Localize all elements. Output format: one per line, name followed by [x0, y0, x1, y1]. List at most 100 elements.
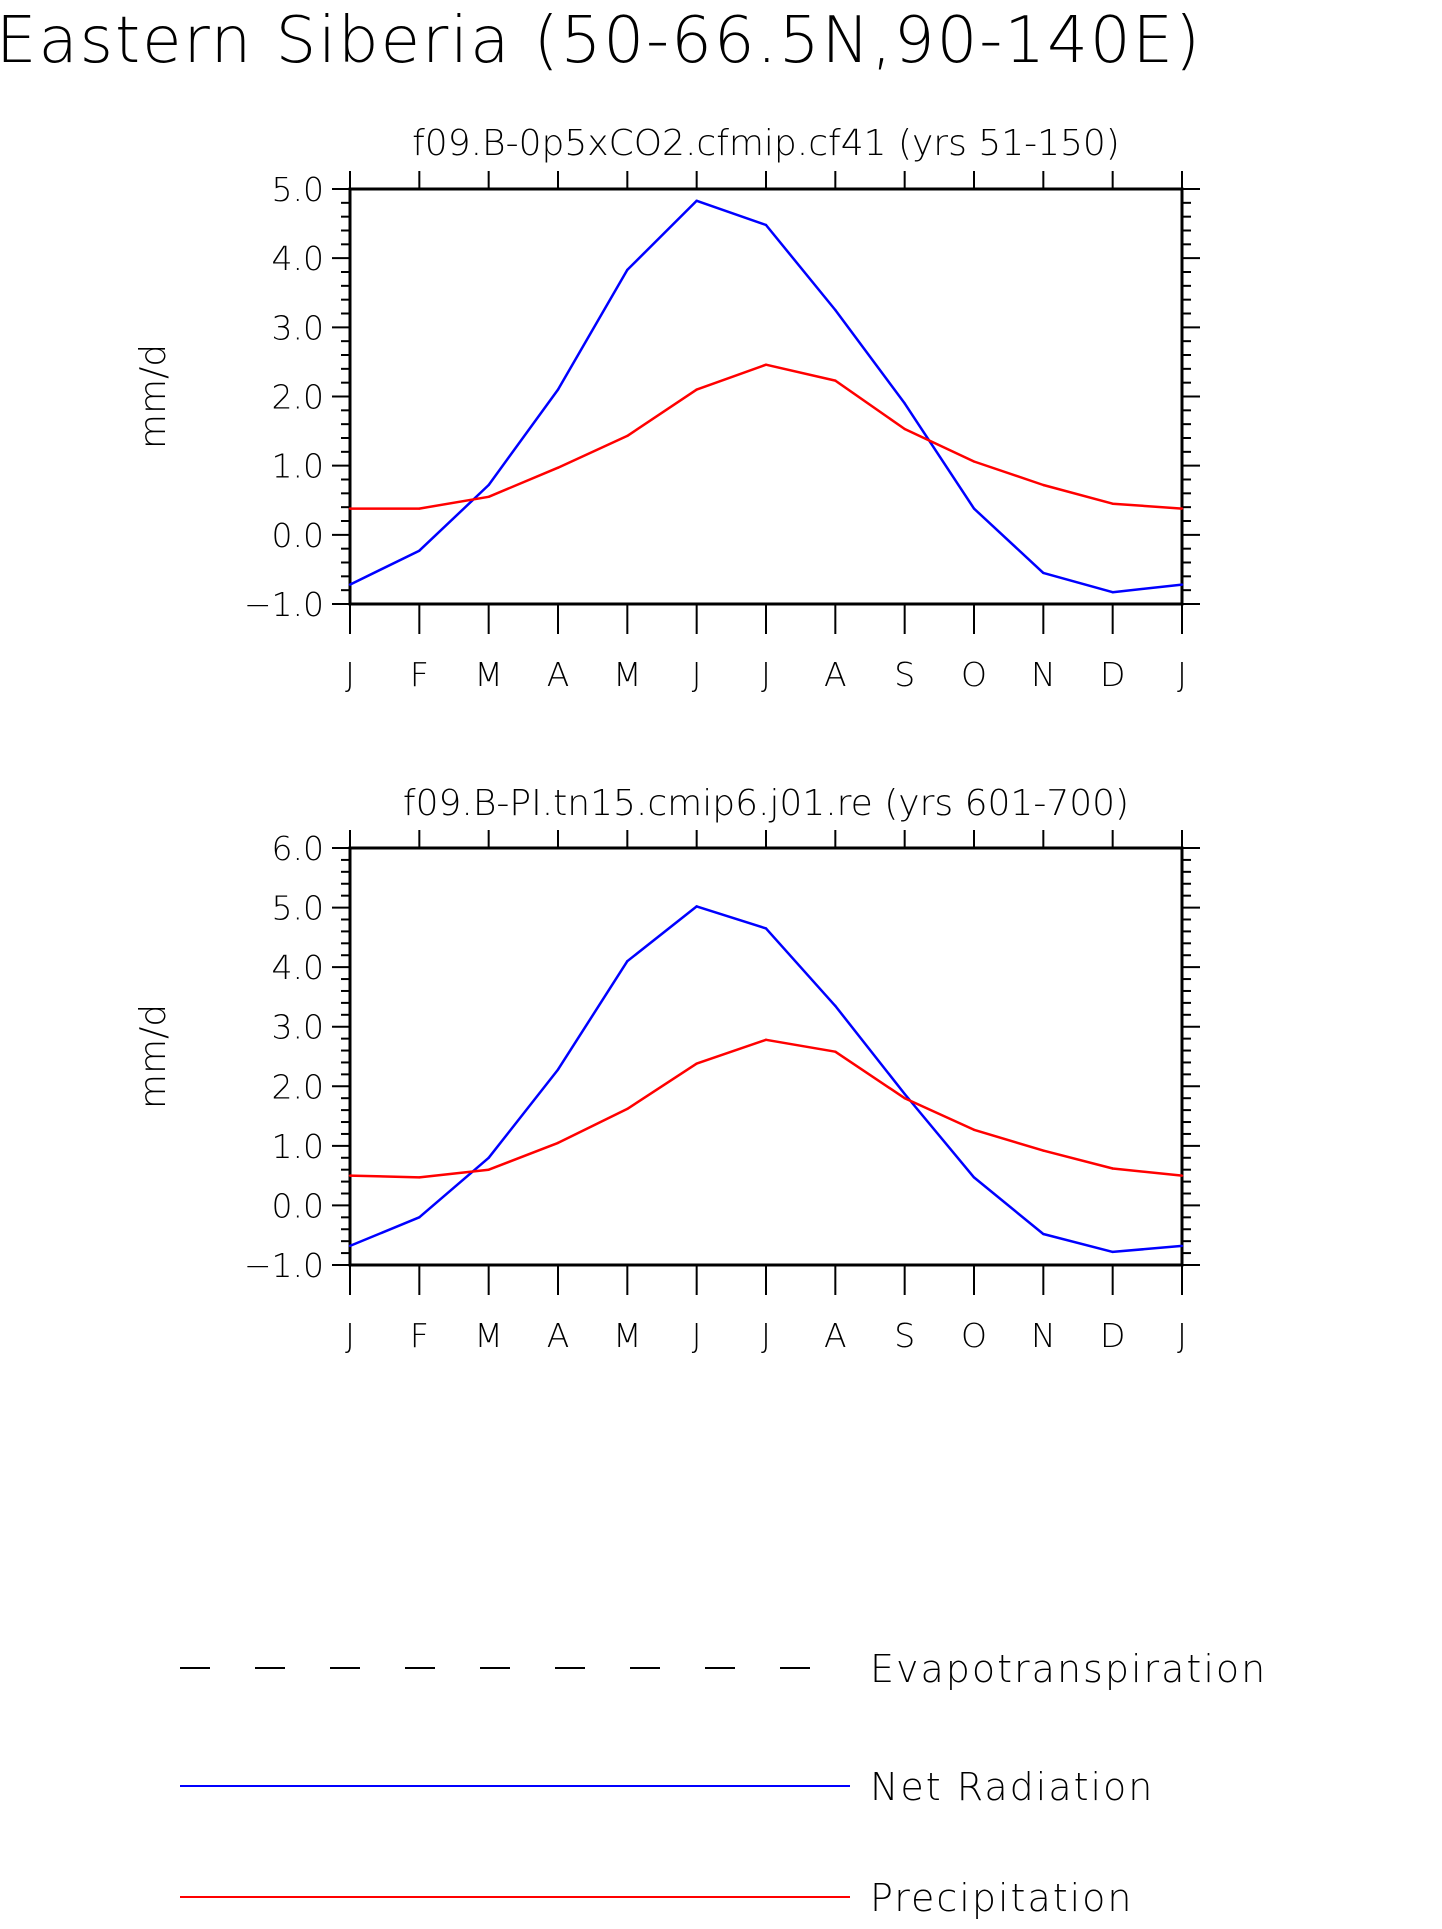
legend: Evapotranspiration Net Radiation Precipi… [180, 1647, 1267, 1920]
legend-label-net-radiation: Net Radiation [870, 1765, 1154, 1809]
y-axis-label: mm/d [133, 1004, 174, 1109]
x-tick-label: N [1031, 1316, 1056, 1355]
x-tick-label: J [345, 1316, 355, 1355]
data-point-net-radiation [1180, 583, 1184, 586]
data-point-precipitation [834, 1050, 837, 1053]
y-axis-label: mm/d [133, 344, 174, 449]
x-tick-label: F [410, 1316, 429, 1355]
x-tick-label: A [824, 655, 847, 694]
data-point-net-radiation [487, 1156, 490, 1159]
data-point-net-radiation [1111, 591, 1114, 594]
data-point-net-radiation [418, 1216, 421, 1219]
data-point-net-radiation [348, 583, 352, 586]
x-tick-label: S [894, 1316, 915, 1355]
data-point-precipitation [834, 379, 837, 382]
x-tick-label: J [1177, 655, 1187, 694]
data-point-net-radiation [348, 1244, 352, 1248]
series-line-net-radiation [349, 199, 1183, 594]
x-tick-label: A [547, 655, 570, 694]
y-tick-label: 6.0 [272, 829, 324, 868]
x-tick-label: S [894, 655, 915, 694]
data-point-precipitation [764, 1038, 768, 1042]
data-point-precipitation [556, 466, 560, 469]
y-tick-label: 0.0 [272, 516, 324, 555]
x-tick-label: D [1100, 1316, 1125, 1355]
y-tick-label: 3.0 [272, 308, 324, 347]
plot-frame [348, 187, 1184, 606]
series-line-precipitation [349, 1038, 1183, 1179]
data-point-net-radiation [972, 1176, 976, 1179]
legend-label-precipitation: Precipitation [870, 1876, 1134, 1920]
data-point-precipitation [418, 507, 421, 510]
x-tick-label: J [761, 1316, 771, 1355]
x-tick-label: M [474, 655, 502, 694]
x-tick-label: N [1031, 655, 1056, 694]
data-point-precipitation [903, 1097, 906, 1100]
x-tick-label: O [961, 655, 987, 694]
data-point-precipitation [487, 495, 490, 498]
data-point-precipitation [764, 363, 768, 366]
data-point-net-radiation [626, 959, 629, 963]
plot-frame [348, 846, 1184, 1267]
data-point-precipitation [972, 1128, 976, 1131]
x-tick-label: J [761, 655, 771, 694]
y-tick-label: −1.0 [244, 585, 324, 624]
main-title: Eastern Siberia (50-66.5N,90-140E) [0, 4, 1202, 78]
data-point-net-radiation [1180, 1244, 1184, 1248]
data-point-precipitation [556, 1141, 560, 1145]
y-tick-label: 2.0 [272, 1067, 324, 1106]
y-tick-label: 0.0 [272, 1186, 324, 1225]
data-point-precipitation [1111, 502, 1114, 505]
y-tick-label: 5.0 [272, 889, 324, 928]
data-point-precipitation [1111, 1167, 1114, 1170]
data-point-net-radiation [626, 268, 629, 272]
x-tick-label: J [345, 655, 355, 694]
data-point-precipitation [972, 460, 976, 463]
panel-title: f09.B-0p5xCO2.cfmip.cf41 (yrs 51-150) [412, 123, 1120, 164]
data-point-precipitation [348, 1174, 352, 1177]
data-point-precipitation [626, 434, 629, 438]
data-point-net-radiation [487, 483, 490, 487]
data-point-net-radiation [903, 402, 906, 405]
data-point-precipitation [903, 427, 906, 431]
x-tick-label: A [824, 1316, 847, 1355]
data-point-net-radiation [695, 905, 698, 908]
data-point-precipitation [1180, 1174, 1184, 1177]
data-point-net-radiation [834, 1004, 837, 1008]
data-point-precipitation [487, 1168, 490, 1171]
data-point-net-radiation [1042, 571, 1045, 575]
data-point-net-radiation [834, 308, 837, 312]
x-tick-label: M [613, 1316, 641, 1355]
data-point-precipitation [695, 1062, 698, 1065]
y-tick-label: 1.0 [272, 447, 324, 486]
data-point-net-radiation [972, 507, 976, 510]
data-point-precipitation [348, 507, 352, 510]
series-line-precipitation [350, 363, 1183, 510]
x-tick-label: J [692, 1316, 702, 1355]
data-point-precipitation [1042, 483, 1045, 487]
x-tick-label: O [961, 1316, 987, 1355]
y-tick-label: −1.0 [244, 1246, 324, 1285]
chart-panel-bottom: f09.B-PI.tn15.cmip6.j01.re (yrs 601-700)… [133, 783, 1200, 1355]
y-tick-label: 2.0 [272, 378, 324, 417]
data-point-net-radiation [556, 1068, 560, 1071]
y-tick-label: 4.0 [272, 948, 324, 987]
data-point-precipitation [695, 388, 698, 391]
x-tick-label: D [1100, 655, 1125, 694]
data-point-net-radiation [556, 388, 560, 391]
y-tick-label: 4.0 [272, 239, 324, 278]
chart-panel-top: f09.B-0p5xCO2.cfmip.cf41 (yrs 51-150) mm/… [133, 123, 1200, 694]
panel-title: f09.B-PI.tn15.cmip6.j01.re (yrs 601-700) [403, 783, 1129, 824]
data-point-net-radiation [903, 1092, 906, 1096]
series-line-net-radiation [349, 905, 1183, 1254]
x-tick-label: J [692, 655, 702, 694]
x-tick-label: A [547, 1316, 570, 1355]
data-point-net-radiation [1111, 1250, 1114, 1254]
data-point-precipitation [626, 1107, 629, 1111]
x-tick-label: J [1177, 1316, 1187, 1355]
x-tick-label: F [410, 655, 429, 694]
legend-label-evapotranspiration: Evapotranspiration [870, 1647, 1267, 1691]
data-point-net-radiation [1042, 1232, 1045, 1236]
